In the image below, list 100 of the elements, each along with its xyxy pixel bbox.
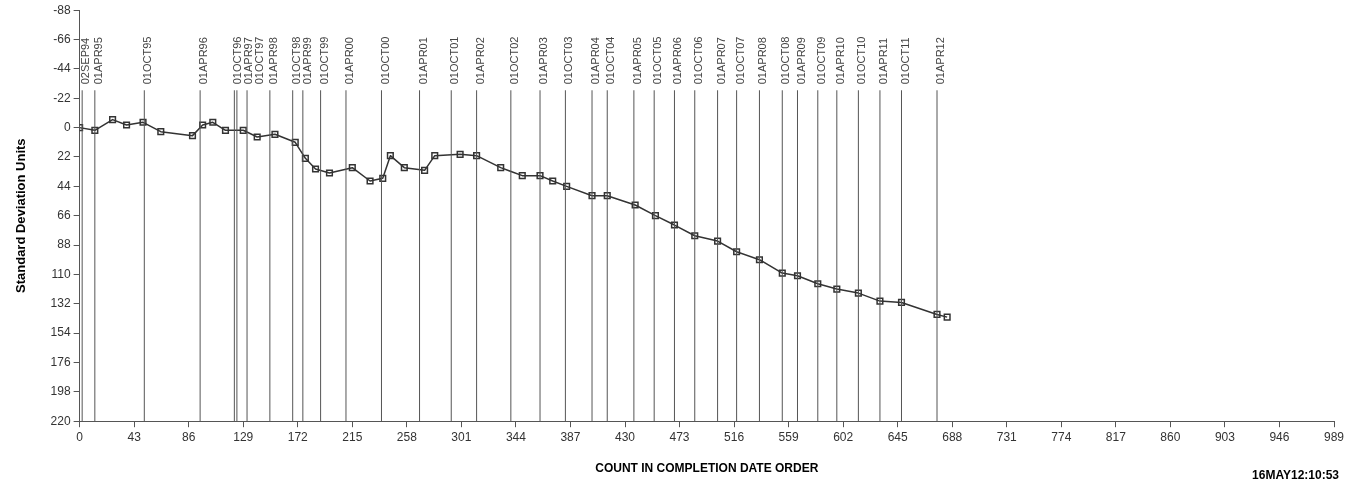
y-tick-label: -66 [53, 31, 71, 46]
point [933, 310, 941, 319]
point [157, 128, 165, 136]
point [876, 297, 884, 305]
point [733, 248, 741, 256]
point [473, 152, 481, 160]
point [188, 132, 197, 140]
point [456, 150, 464, 158]
point [109, 116, 117, 124]
ref-line-label: 01OCT00 [378, 36, 391, 85]
ref-line-label: 01APR11 [876, 37, 889, 85]
x-tick-label: 344 [505, 429, 527, 444]
x-tick-label: 602 [833, 429, 854, 444]
y-axis-title: Standard Deviation Units [13, 138, 29, 293]
ref-line-label: 01APR98 [266, 37, 279, 85]
ref-line-label: 01OCT02 [507, 36, 520, 85]
point [431, 152, 439, 160]
point [421, 166, 429, 174]
point [221, 126, 230, 134]
ref-line-label: 01OCT10 [855, 36, 868, 85]
point [348, 164, 356, 172]
point [253, 133, 261, 141]
x-tick-label: 817 [1105, 429, 1127, 444]
point [854, 289, 862, 297]
ref-line-label: 01OCT97 [253, 36, 266, 85]
ref-line-label: 01APR12 [934, 37, 947, 85]
x-tick-label: 946 [1269, 429, 1290, 444]
ref-line-label: 01APR08 [756, 37, 769, 85]
x-axis-title: COUNT IN COMPLETION DATE ORDER [595, 461, 819, 476]
ref-line-label: 01OCT95 [141, 36, 154, 85]
x-tick-label: 129 [233, 429, 254, 444]
x-tick-label: 774 [1051, 429, 1072, 444]
ref-line-label: 01OCT03 [562, 36, 575, 85]
y-tick-label: -44 [53, 61, 71, 76]
ref-line-label: 01APR01 [416, 37, 429, 85]
point [778, 269, 786, 277]
point [271, 130, 279, 138]
x-tick-label: 43 [127, 429, 142, 444]
point [122, 121, 131, 129]
ref-line-label: 01OCT07 [733, 36, 746, 85]
ref-line-label: 01APR03 [537, 37, 550, 85]
ref-line-label: 01OCT98 [289, 36, 302, 85]
point [400, 164, 408, 172]
ref-line-label: 01OCT99 [317, 36, 330, 85]
point [209, 118, 217, 126]
point [943, 313, 951, 321]
point [549, 177, 557, 185]
ref-line-label: 01APR04 [589, 37, 602, 85]
x-tick-label: 989 [1323, 429, 1345, 444]
x-tick-label: 258 [396, 429, 418, 444]
point [793, 272, 802, 280]
point [325, 169, 334, 177]
x-tick-label: 215 [342, 429, 363, 444]
x-tick-label: 516 [724, 429, 745, 444]
x-tick-label: 86 [182, 429, 196, 444]
ref-line-label: 01APR10 [833, 37, 846, 85]
point [814, 280, 822, 288]
y-tick-label: -22 [53, 90, 71, 105]
point [588, 192, 596, 200]
x-tick-label: 172 [287, 429, 309, 444]
ref-line-label: 01APR06 [671, 37, 684, 85]
ref-line-label: 01OCT06 [691, 36, 704, 85]
y-tick-label: 110 [51, 266, 71, 281]
y-tick-label: 22 [57, 149, 71, 164]
ref-line-label: 01OCT09 [814, 36, 827, 85]
ref-line-label: 01APR00 [343, 37, 355, 85]
x-tick-label: 731 [996, 429, 1018, 444]
point [291, 138, 299, 146]
x-tick-label: 430 [614, 429, 636, 444]
y-tick-label: 176 [50, 354, 71, 369]
point [897, 298, 906, 307]
x-tick-label: 903 [1214, 429, 1236, 444]
x-tick-label: 301 [451, 429, 472, 444]
y-tick-label: -88 [53, 2, 71, 17]
point [833, 285, 841, 293]
point [239, 126, 247, 134]
point [670, 221, 679, 229]
point [199, 121, 207, 129]
ref-line-label: 01APR07 [714, 37, 727, 85]
point [311, 165, 320, 173]
y-tick-label: 198 [50, 384, 71, 399]
point [631, 201, 639, 209]
point [91, 126, 99, 134]
y-tick-label: 44 [57, 178, 71, 193]
ref-line-label: 02SEP94 [79, 37, 92, 85]
point [366, 177, 374, 185]
ref-line-label: 01OCT96 [231, 36, 244, 85]
point [379, 174, 387, 182]
point [755, 256, 764, 264]
ref-line-label: 01APR02 [473, 37, 486, 85]
x-tick-label: 387 [560, 429, 581, 444]
y-tick-label: 132 [50, 296, 71, 311]
ref-line-label: 01OCT05 [651, 36, 664, 85]
ref-line-label: 01OCT04 [604, 36, 617, 85]
ref-line-label: 01APR09 [794, 37, 807, 85]
ref-line-label: 01APR95 [91, 37, 104, 85]
x-tick-label: 473 [669, 429, 690, 444]
x-tick-label: 860 [1160, 429, 1181, 444]
x-tick-label: 645 [887, 429, 909, 444]
point [536, 172, 544, 180]
